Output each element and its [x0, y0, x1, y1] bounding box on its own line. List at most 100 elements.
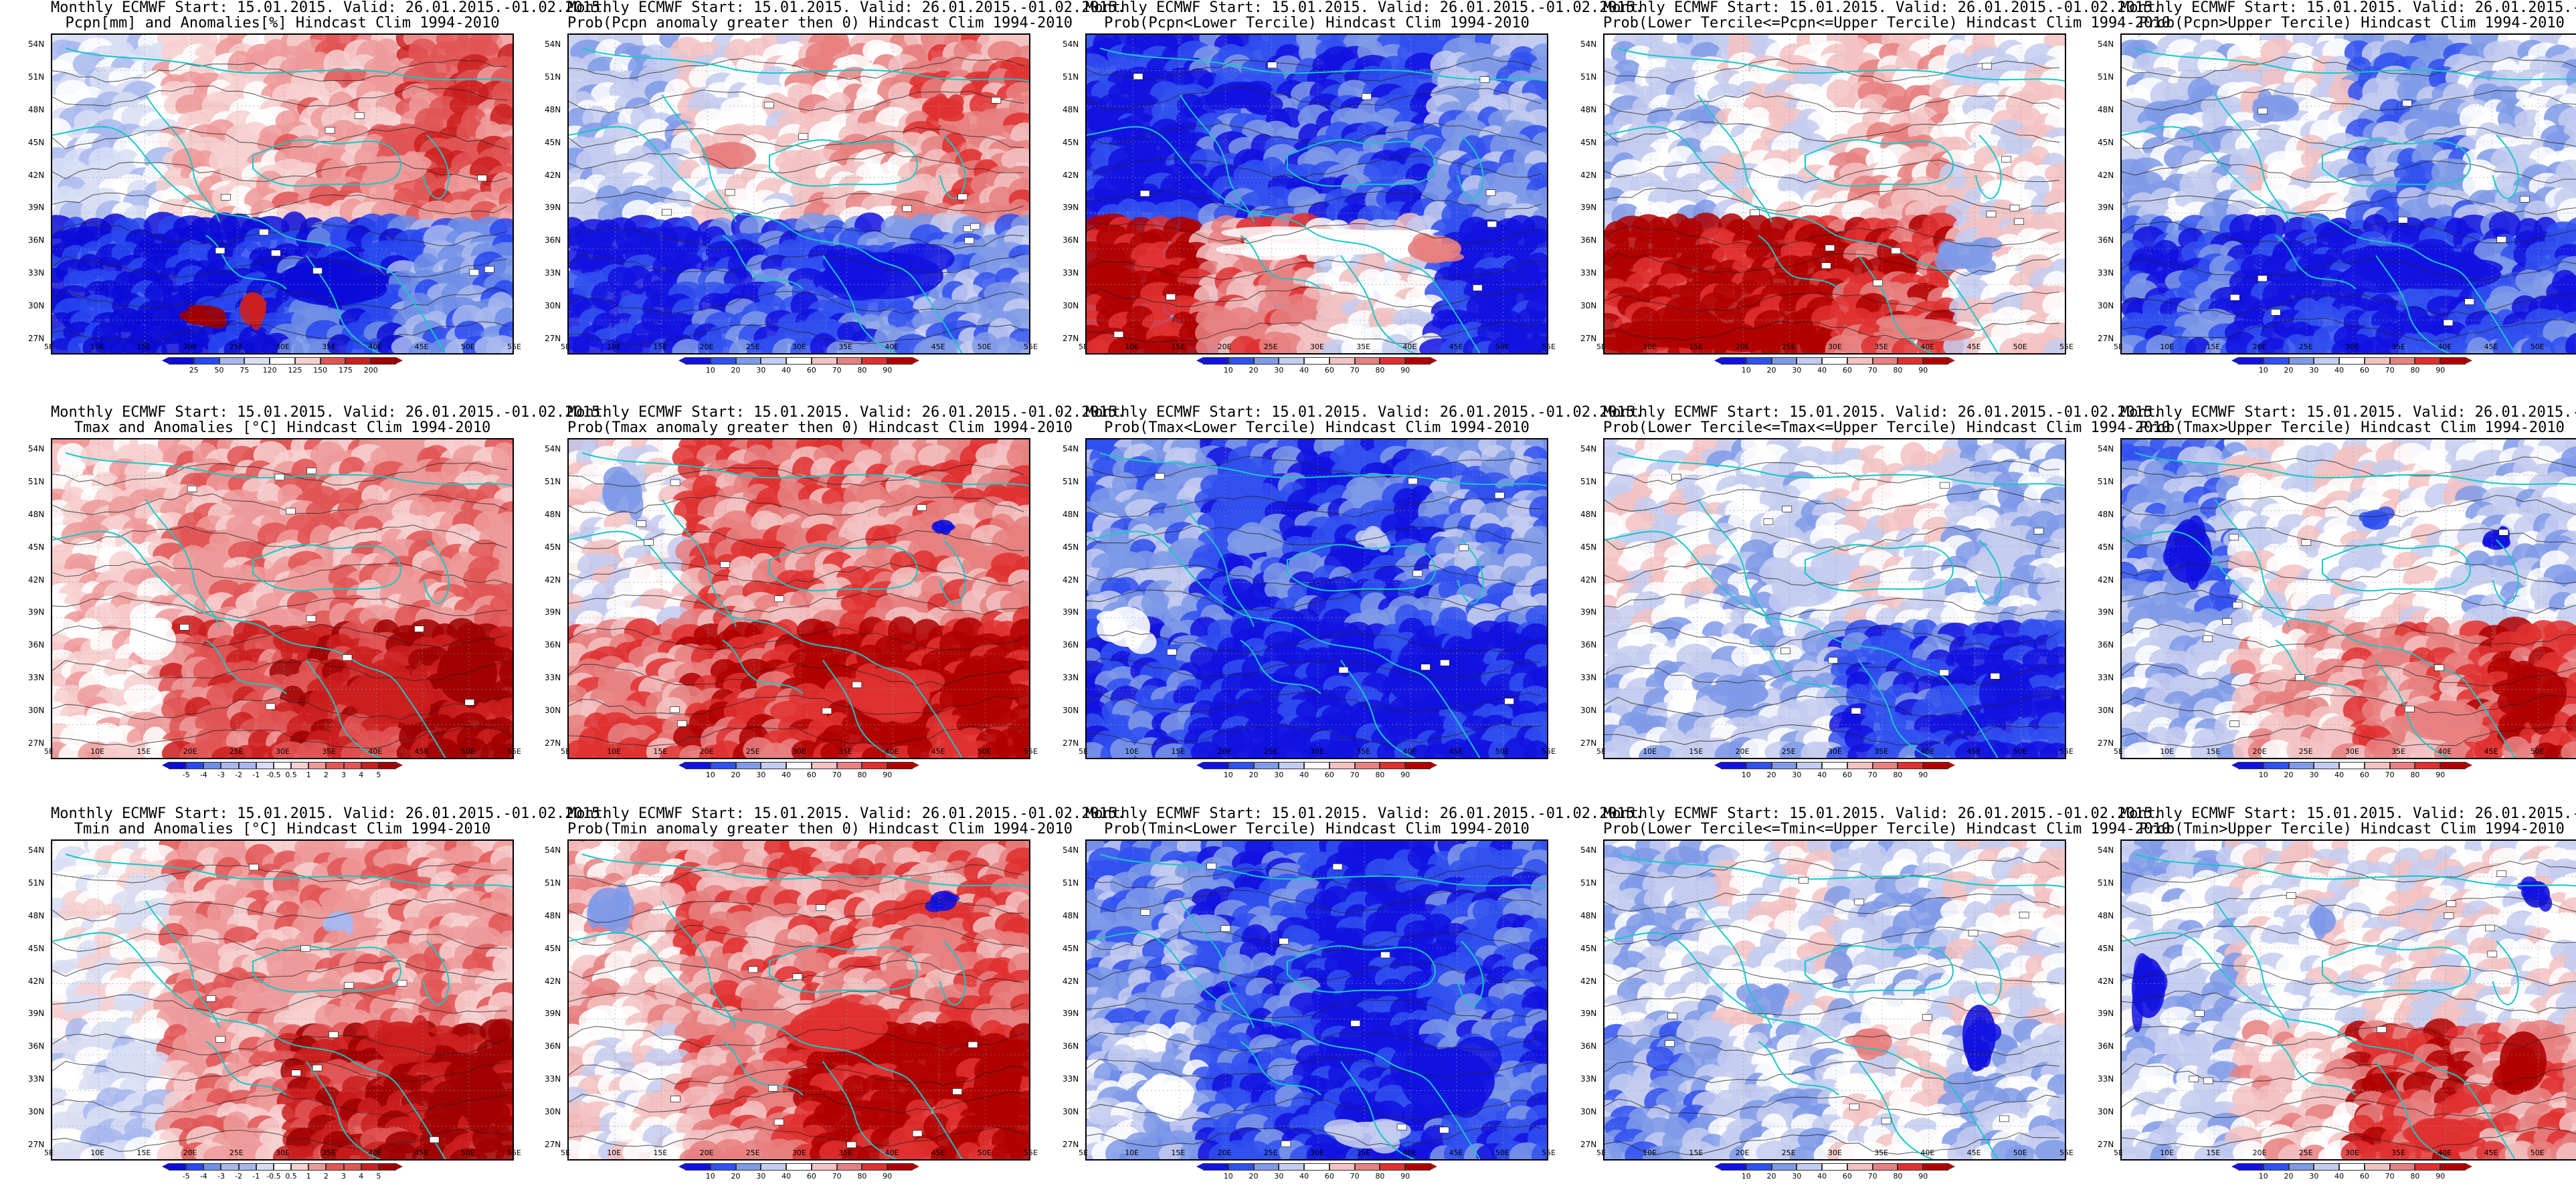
lon-tick-label: 10E [607, 1148, 622, 1157]
colorbar-label: 40 [2334, 1172, 2344, 1181]
lat-tick-label: 42N [545, 170, 561, 180]
colorbar-min-arrow [1714, 762, 1721, 769]
colorbar-swatch [1923, 762, 1948, 769]
map-field [2122, 439, 2576, 758]
lon-tick-label: 40E [368, 747, 383, 756]
lon-tick-label: 30E [276, 747, 290, 756]
colorbar-label: 70 [2385, 771, 2395, 779]
colorbar-label: 20 [2284, 366, 2294, 375]
colorbar-max-arrow [396, 1163, 403, 1170]
lat-tick-label: 39N [1063, 607, 1079, 617]
colorbar-swatch [2339, 1163, 2365, 1171]
colorbar-max-arrow [1431, 357, 1437, 364]
colorbar-swatch [361, 762, 379, 769]
panel-title-line2: Tmax and Anomalies [°C] Hindcast Clim 19… [74, 419, 491, 436]
colorbar-label: 10 [2258, 1172, 2268, 1181]
colorbar-swatch [735, 357, 761, 365]
colorbar-swatch [811, 1163, 837, 1171]
colorbar-swatch [862, 762, 888, 769]
forecast-panel-pcpn-anom: Monthly ECMWF Start: 15.01.2015. Valid: … [21, 0, 610, 398]
colorbar-label: 90 [1918, 771, 1928, 779]
forecast-panel-tmin-anom: Monthly ECMWF Start: 15.01.2015. Valid: … [21, 806, 609, 1204]
lat-tick-label: 54N [1063, 39, 1079, 49]
colorbar-label: -5 [182, 771, 190, 779]
lon-tick-label: 10E [2160, 1148, 2175, 1157]
lat-tick-label: 45N [28, 137, 45, 147]
lat-tick-label: 36N [28, 1041, 45, 1051]
lon-tick-label: 55E [2059, 747, 2074, 756]
lon-tick-label: 5E [44, 1148, 54, 1157]
lon-tick-label: 40E [368, 1148, 383, 1157]
colorbar-label: 90 [1400, 366, 1410, 375]
colorbar-label: 30 [2309, 771, 2319, 779]
lon-tick-label: 40E [885, 747, 899, 756]
lat-tick-label: 33N [1063, 1074, 1079, 1084]
lat-tick-label: 39N [28, 203, 45, 213]
colorbar-label: 40 [2334, 771, 2344, 779]
colorbar-swatch [2314, 357, 2340, 365]
colorbar-label: 200 [363, 366, 378, 375]
colorbar-label: 5 [376, 1172, 381, 1181]
lon-tick-label: 30E [1828, 747, 1842, 756]
lon-tick-label: 30E [792, 1148, 806, 1157]
colorbar-label: 10 [1741, 1172, 1751, 1181]
lat-tick-label: 30N [28, 301, 45, 311]
lat-tick-label: 36N [28, 235, 45, 245]
colorbar-max-arrow [396, 357, 403, 364]
lat-tick-label: 51N [545, 878, 561, 888]
colorbar-swatch [2440, 1163, 2466, 1171]
lon-tick-label: 35E [2391, 1148, 2406, 1157]
panel-title: Monthly ECMWF Start: 15.01.2015. Valid: … [2120, 0, 2576, 31]
colorbar-label: 40 [1299, 1172, 1309, 1181]
lat-tick-label: 48N [1063, 104, 1079, 114]
lat-tick-label: 27N [1580, 334, 1597, 343]
lat-tick-label: 45N [1063, 137, 1079, 147]
lon-tick-label: 30E [1828, 342, 1842, 351]
colorbar-label: 40 [1817, 771, 1827, 779]
lat-tick-label: 27N [1580, 1140, 1597, 1149]
colorbar-swatch [193, 357, 219, 365]
lat-tick-label: 36N [1063, 235, 1079, 245]
forecast-map [1603, 839, 2066, 1161]
lon-tick-label: 25E [229, 1148, 244, 1157]
colorbar-label: 40 [781, 771, 792, 779]
forecast-map [51, 438, 514, 759]
lon-tick-label: 30E [2345, 342, 2359, 351]
colorbar-label: -2 [235, 771, 243, 779]
lat-tick-label: 30N [545, 706, 561, 716]
colorbar-label: 60 [1324, 366, 1334, 375]
lon-tick-label: 40E [1920, 1148, 1935, 1157]
colorbar-label: 2 [323, 771, 329, 779]
colorbar-label: 20 [1766, 1172, 1776, 1181]
lat-tick-label: 51N [545, 72, 561, 82]
lat-tick-label: 27N [28, 1140, 45, 1149]
colorbar-swatch [1329, 762, 1355, 769]
forecast-panel-pcpn-mid: Monthly ECMWF Start: 15.01.2015. Valid: … [1574, 0, 2171, 398]
colorbar-swatch [1354, 762, 1380, 769]
colorbar-label: -4 [199, 771, 207, 779]
panel-title-line1: Monthly ECMWF Start: 15.01.2015. Valid: … [51, 0, 610, 16]
colorbar [1196, 1163, 1437, 1171]
lat-tick-label: 30N [1580, 1107, 1597, 1117]
lon-tick-label: 15E [1171, 342, 1186, 351]
forecast-map [51, 33, 514, 355]
lon-tick-label: 20E [2252, 747, 2267, 756]
lat-tick-label: 27N [1063, 738, 1079, 748]
forecast-panel-tmin-lower: Monthly ECMWF Start: 15.01.2015. Valid: … [1056, 806, 1643, 1204]
lon-tick-label: 10E [1643, 342, 1657, 351]
lon-tick-label: 20E [699, 1148, 714, 1157]
lat-tick-label: 33N [1063, 268, 1079, 278]
lat-tick-label: 36N [2098, 640, 2114, 650]
colorbar-label: 50 [214, 366, 224, 375]
lat-tick-label: 33N [2098, 1074, 2114, 1084]
lat-tick-label: 33N [1063, 673, 1079, 683]
forecast-panel-tmin-upper: Monthly ECMWF Start: 15.01.2015. Valid: … [2091, 806, 2576, 1204]
lon-tick-label: 50E [2013, 747, 2027, 756]
colorbar-label: 20 [1249, 1172, 1259, 1181]
lat-tick-label: 33N [545, 673, 561, 683]
panel-title: Monthly ECMWF Start: 15.01.2015. Valid: … [1603, 0, 2171, 31]
lat-tick-label: 39N [2098, 1009, 2114, 1019]
colorbar-swatch [219, 357, 245, 365]
colorbar-label: 60 [1842, 771, 1852, 779]
lat-tick-label: 30N [2098, 1107, 2114, 1117]
